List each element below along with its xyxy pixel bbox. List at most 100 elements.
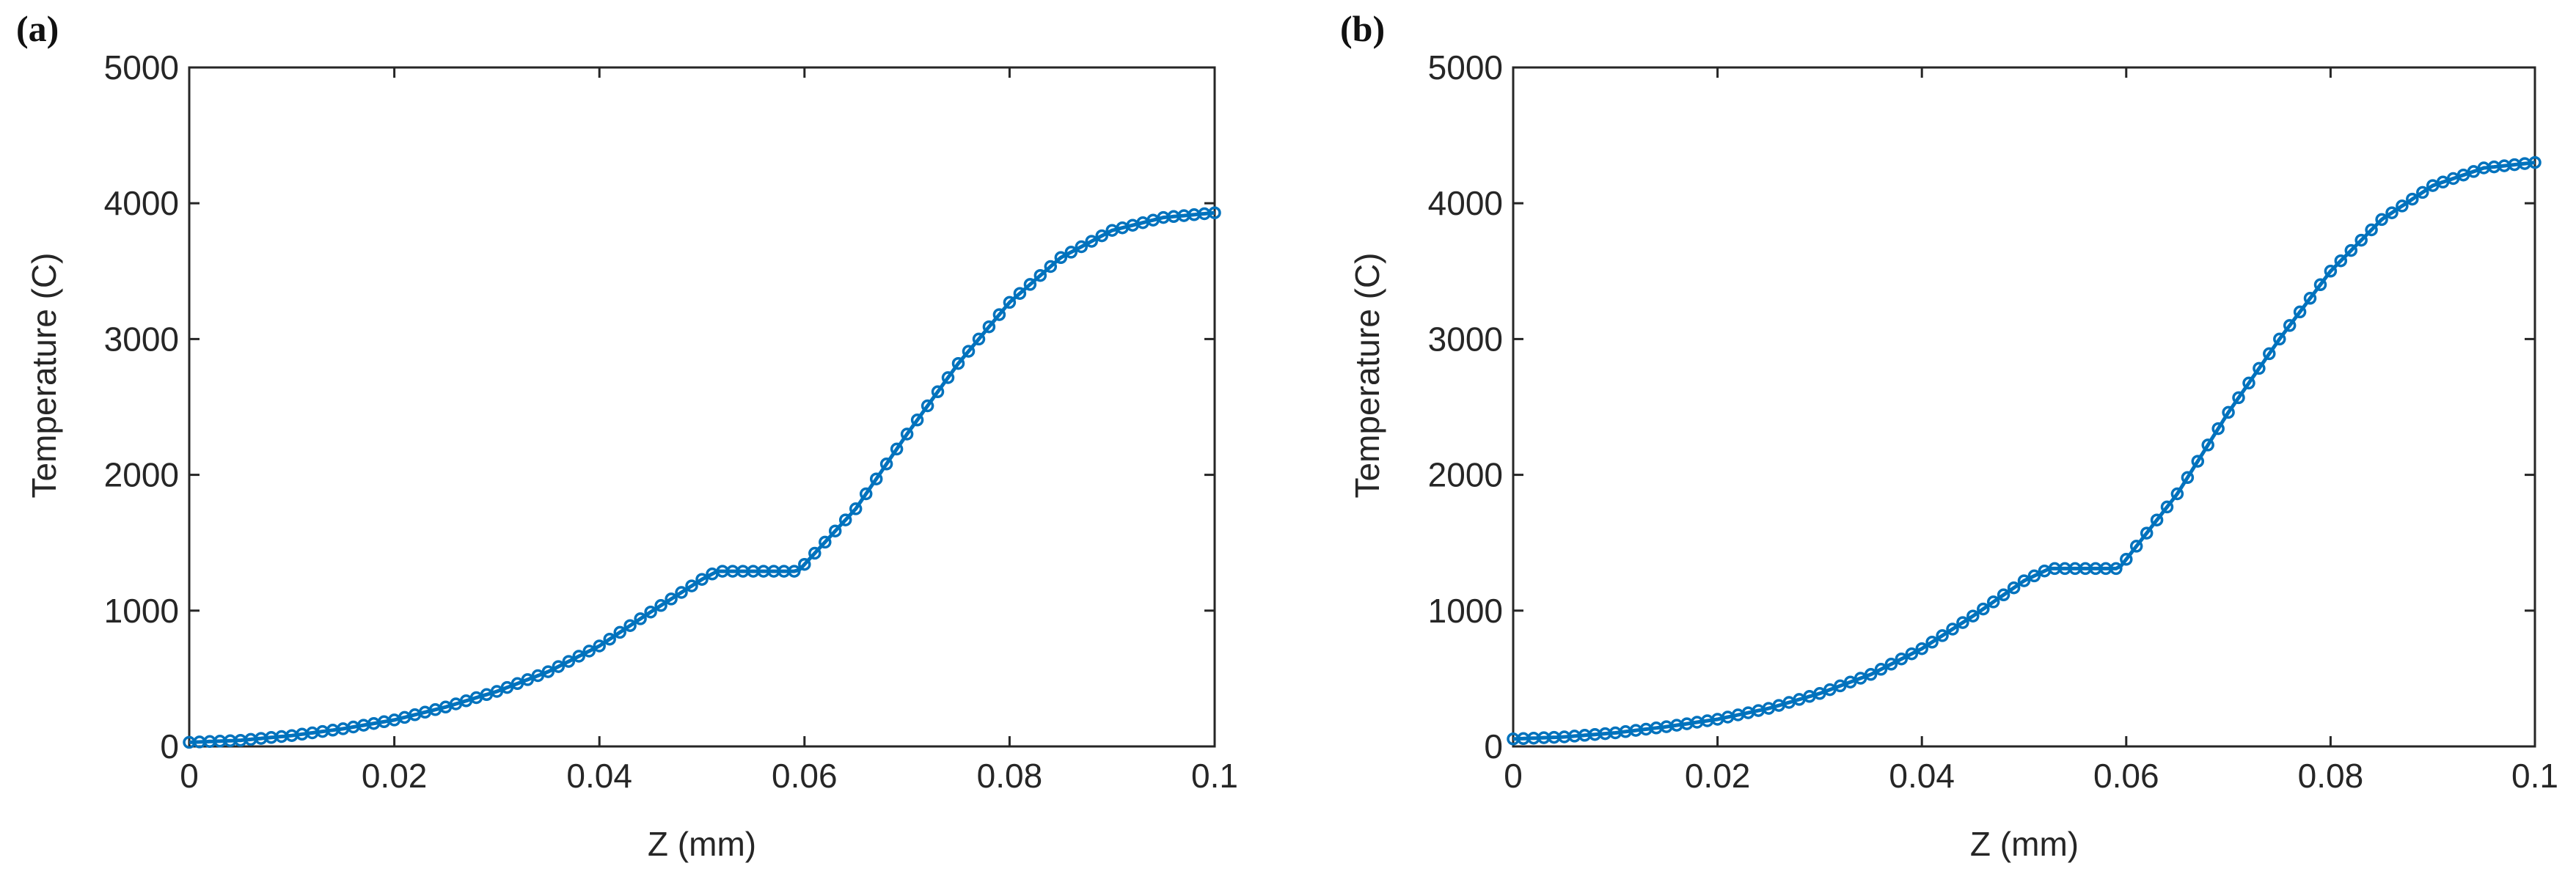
data-point-marker [1874, 663, 1888, 676]
data-point-marker [665, 592, 678, 606]
data-point-marker [1986, 595, 2000, 609]
data-point-marker [2293, 305, 2307, 319]
data-point-marker [541, 665, 555, 678]
data-point-marker [962, 345, 976, 358]
data-point-marker [982, 320, 996, 334]
data-point-marker [900, 427, 914, 441]
data-point-marker [521, 673, 535, 686]
series-line [189, 210, 1215, 744]
data-point-marker [1023, 278, 1037, 291]
data-point-marker [2375, 213, 2388, 227]
data-point-marker [1895, 652, 1909, 666]
data-point-marker [2385, 206, 2398, 219]
data-point-marker [808, 546, 822, 560]
data-point-marker [634, 612, 647, 625]
data-point-marker [2140, 526, 2154, 540]
data-point-marker [1003, 295, 1017, 309]
x-tick-label: 0.1 [2511, 757, 2558, 795]
data-point-marker [2181, 471, 2195, 485]
data-point-marker [2222, 405, 2235, 419]
data-point-marker [675, 586, 688, 599]
x-tick-label: 0.08 [2298, 757, 2364, 795]
data-point-marker [695, 573, 709, 586]
data-point-marker [992, 308, 1006, 321]
data-point-marker [2344, 243, 2358, 257]
y-tick-label: 0 [160, 727, 179, 765]
data-point-marker [1884, 658, 1898, 671]
data-point-marker [1997, 588, 2010, 602]
data-point-marker [2007, 581, 2021, 595]
data-point-marker [685, 579, 698, 592]
data-point-marker [2191, 455, 2205, 468]
x-tick-label: 0.04 [1889, 757, 1955, 795]
data-point-marker [1977, 602, 1990, 616]
x-tick-label: 0.02 [362, 757, 428, 795]
data-point-marker [1013, 287, 1027, 300]
plot-area-frame [188, 66, 1216, 748]
y-axis-label: Temperature (C) [25, 253, 63, 499]
panel-label: (a) [16, 8, 59, 49]
data-point-marker [2283, 319, 2297, 332]
data-point-marker [1946, 623, 1959, 636]
data-point-marker [879, 458, 893, 471]
x-tick-label: 0 [1504, 757, 1523, 795]
data-point-marker [931, 385, 945, 399]
data-point-marker [951, 356, 965, 370]
data-point-marker [2313, 278, 2327, 292]
data-point-marker [819, 535, 832, 549]
chart-panel-a: (a) Z (mm) Temperature (C) 0 0.02 0.04 0.06… [16, 8, 1238, 863]
x-tick-label: 0.06 [772, 757, 838, 795]
data-point-marker [2129, 540, 2143, 553]
y-tick-label: 2000 [1428, 456, 1503, 494]
data-point-marker [2110, 562, 2123, 576]
data-point-marker [1966, 609, 1980, 623]
data-point-marker [1905, 647, 1919, 661]
data-point-marker [2120, 553, 2133, 566]
data-point-marker [849, 502, 863, 515]
data-point-marker [500, 680, 514, 694]
x-tick-label: 0.08 [977, 757, 1043, 795]
series-line [1512, 161, 2536, 741]
data-point-marker [572, 650, 585, 663]
x-tick-label: 0.02 [1685, 757, 1751, 795]
data-point-marker [613, 625, 626, 639]
data-point-marker [2211, 422, 2225, 436]
data-point-marker [788, 565, 801, 578]
data-point-marker [2201, 438, 2214, 452]
data-point-marker [1085, 235, 1098, 248]
data-point-marker [2334, 254, 2348, 268]
data-point-marker [1064, 246, 1078, 259]
data-point-marker [921, 399, 934, 413]
data-point-marker [1033, 268, 1047, 282]
data-point-marker [859, 487, 873, 501]
data-point-marker [2303, 292, 2317, 305]
data-point-marker [941, 371, 955, 384]
data-point-marker [1044, 260, 1058, 273]
data-point-marker [2396, 199, 2409, 213]
data-point-marker [2170, 487, 2184, 501]
data-point-marker [2253, 361, 2266, 375]
data-point-marker [828, 524, 842, 537]
data-point-marker [531, 669, 545, 683]
chart-panel-b: (b) Z (mm) Temperature (C) 0 0.02 0.04 0.06… [1340, 8, 2558, 863]
x-tick-label: 0 [180, 757, 199, 795]
data-point-marker [2324, 265, 2338, 278]
data-point-marker [838, 513, 852, 526]
data-point-marker [2365, 223, 2378, 237]
data-point-marker [2416, 186, 2429, 199]
y-tick-label: 2000 [104, 456, 179, 494]
x-axis-label: Z (mm) [1970, 825, 2079, 863]
y-tick-label: 5000 [104, 48, 179, 87]
data-point-marker [1864, 668, 1878, 681]
data-point-marker [1936, 629, 1949, 642]
data-point-marker [490, 685, 504, 698]
x-tick-label: 0.04 [566, 757, 632, 795]
data-point-marker [869, 472, 883, 485]
data-point-marker [972, 332, 986, 346]
data-point-marker [511, 677, 524, 691]
data-point-marker [1095, 229, 1108, 243]
data-point-marker [1208, 206, 1221, 219]
data-point-marker [623, 619, 637, 632]
y-tick-label: 5000 [1428, 48, 1503, 87]
